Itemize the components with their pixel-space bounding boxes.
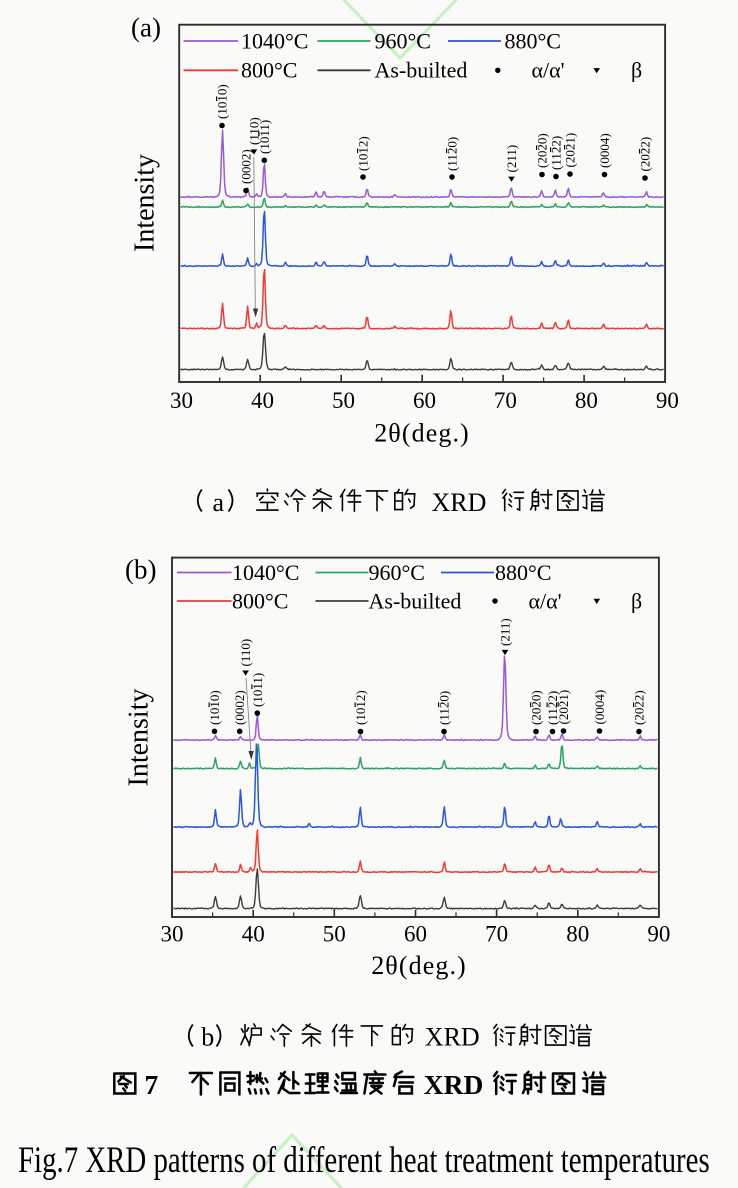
svg-text:(a): (a) (131, 13, 161, 43)
svg-text:XRD: XRD (432, 488, 487, 517)
svg-text:(1122): (1122) (545, 691, 560, 725)
svg-text:XRD: XRD (424, 1069, 484, 1100)
svg-text:90: 90 (656, 388, 679, 413)
svg-text:30: 30 (161, 922, 184, 947)
svg-text:β: β (631, 588, 642, 613)
svg-text:70: 70 (485, 922, 508, 947)
svg-text:(0004): (0004) (597, 133, 612, 168)
svg-text:(0002): (0002) (232, 690, 247, 725)
svg-text:(110): (110) (238, 639, 253, 667)
svg-text:2θ(deg.): 2θ(deg.) (374, 419, 470, 448)
svg-text:a: a (213, 488, 225, 517)
svg-text:β: β (631, 58, 642, 83)
svg-text:(2022): (2022) (632, 690, 647, 725)
svg-text:50: 50 (332, 388, 355, 413)
svg-text:60: 60 (413, 388, 436, 413)
svg-text:50: 50 (323, 922, 346, 947)
svg-text:40: 40 (251, 388, 274, 413)
svg-text:(1010): (1010) (207, 690, 222, 725)
svg-text:1040°C: 1040°C (232, 560, 299, 585)
svg-text:880°C: 880°C (495, 560, 551, 585)
svg-text:(1010): (1010) (215, 84, 230, 119)
svg-text:(1120): (1120) (437, 691, 452, 725)
svg-text:(b): (b) (125, 555, 156, 585)
svg-text:960°C: 960°C (369, 560, 425, 585)
svg-text:800°C: 800°C (241, 58, 297, 83)
svg-text:(2022): (2022) (638, 137, 653, 172)
svg-text:70: 70 (494, 388, 517, 413)
svg-text:α/α': α/α' (532, 58, 565, 83)
svg-text:(1011): (1011) (250, 673, 265, 707)
svg-text:(2021): (2021) (556, 690, 571, 725)
svg-text:80: 80 (566, 922, 589, 947)
svg-text:(1122): (1122) (549, 136, 564, 170)
svg-text:Fig.7 XRD patterns of differen: Fig.7 XRD patterns of different heat tre… (18, 1140, 710, 1181)
svg-text:(2020): (2020) (529, 690, 544, 725)
svg-text:(1011): (1011) (257, 120, 272, 154)
svg-text:2θ(deg.): 2θ(deg.) (371, 951, 467, 980)
svg-text:880°C: 880°C (505, 28, 561, 53)
svg-text:(211): (211) (498, 618, 513, 646)
svg-text:As-builted: As-builted (369, 588, 462, 613)
svg-text:(2021): (2021) (563, 133, 578, 168)
svg-text:Intensity: Intensity (130, 154, 161, 252)
svg-text:(1012): (1012) (356, 136, 371, 171)
svg-text:(2020): (2020) (535, 133, 550, 168)
svg-text:30: 30 (170, 388, 193, 413)
svg-text:960°C: 960°C (375, 28, 431, 53)
svg-text:90: 90 (647, 922, 670, 947)
svg-text:80: 80 (575, 388, 598, 413)
svg-text:(211): (211) (504, 145, 519, 173)
svg-text:1040°C: 1040°C (241, 28, 308, 53)
svg-text:(0002): (0002) (239, 149, 254, 184)
svg-text:(110): (110) (247, 117, 262, 145)
svg-text:α/α': α/α' (529, 588, 562, 613)
svg-text:7: 7 (145, 1069, 159, 1100)
svg-text:(1012): (1012) (353, 690, 368, 725)
svg-text:800°C: 800°C (232, 588, 288, 613)
svg-text:b: b (201, 1023, 214, 1052)
svg-text:40: 40 (242, 922, 265, 947)
svg-text:60: 60 (404, 922, 427, 947)
svg-text:(1120): (1120) (445, 137, 460, 171)
svg-text:XRD: XRD (425, 1023, 480, 1052)
svg-text:(0004): (0004) (592, 690, 607, 725)
svg-text:As-builted: As-builted (375, 58, 468, 83)
svg-text:Intensity: Intensity (124, 689, 155, 787)
